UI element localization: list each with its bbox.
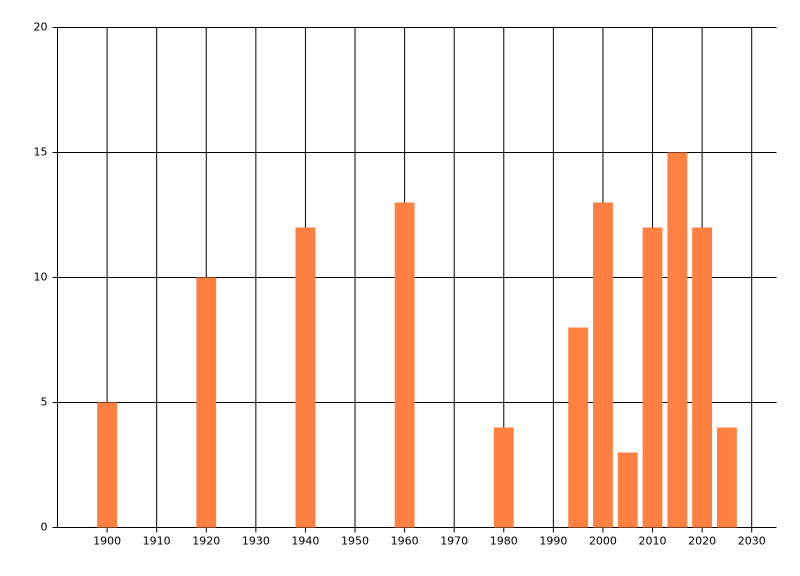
x-tick-label: 1970 — [440, 535, 468, 548]
bar — [493, 427, 514, 528]
bar — [692, 227, 713, 528]
x-tick-label: 2000 — [589, 535, 617, 548]
y-tick-label: 5 — [41, 396, 48, 409]
x-tick-label: 2030 — [738, 535, 766, 548]
x-tick-label: 1950 — [341, 535, 369, 548]
bar — [716, 427, 737, 528]
bar — [568, 327, 589, 528]
x-tick-label: 2020 — [688, 535, 716, 548]
y-tick-label: 10 — [34, 271, 48, 284]
bar — [593, 202, 613, 528]
bar — [196, 277, 217, 528]
x-tick-label: 1960 — [391, 535, 419, 548]
y-tick-label: 20 — [34, 21, 48, 34]
bar — [667, 152, 688, 528]
x-tick-label: 1910 — [143, 535, 171, 548]
bar — [642, 227, 663, 528]
bar — [97, 402, 118, 528]
y-tick-label: 0 — [41, 521, 48, 534]
y-tick-label: 15 — [34, 146, 48, 159]
x-tick-label: 1940 — [291, 535, 319, 548]
x-tick-label: 1900 — [93, 535, 121, 548]
x-tick-label: 2010 — [639, 535, 667, 548]
bar — [617, 452, 638, 528]
bar — [394, 202, 415, 528]
x-tick-label: 1920 — [192, 535, 220, 548]
x-tick-label: 1990 — [539, 535, 567, 548]
x-tick-label: 1930 — [242, 535, 270, 548]
bar — [295, 227, 316, 528]
x-tick-label: 1980 — [490, 535, 518, 548]
